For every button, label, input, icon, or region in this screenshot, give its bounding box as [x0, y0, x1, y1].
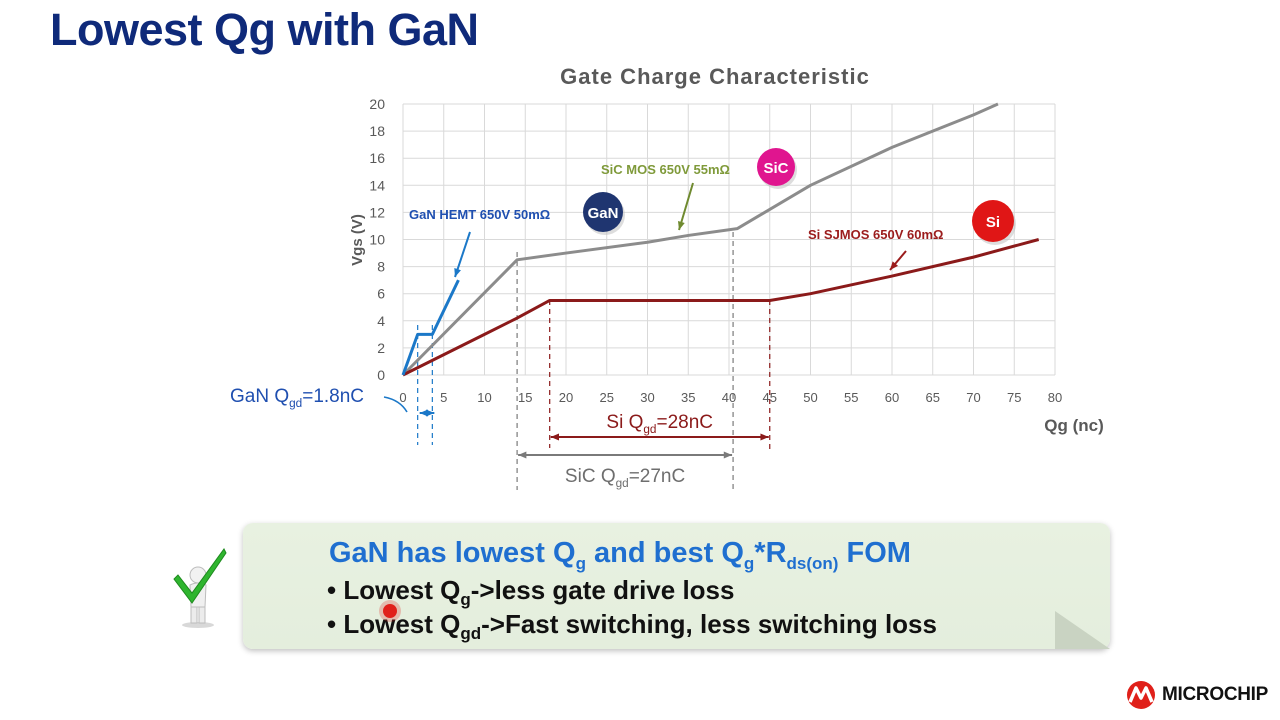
series-line-gan [401, 279, 460, 376]
sic-qgd-label: SiC Qgd=27nC [565, 466, 685, 490]
series-line-si [402, 238, 1040, 377]
badge-si-icon [972, 200, 1014, 242]
badge-text-sic: SiC [763, 160, 788, 177]
x-tick-label: 80 [1048, 390, 1062, 405]
x-tick-label: 75 [1007, 390, 1021, 405]
sic-qgd-span-arrow-head [723, 451, 733, 459]
sic-qgd-span-arrow-tail [518, 451, 527, 459]
y-tick-label: 2 [377, 340, 385, 356]
gan-label-pointer-head [454, 268, 461, 277]
x-tick-label: 60 [885, 390, 899, 405]
series-label-gan: GaN HEMT 650V 50mΩ [409, 207, 550, 222]
badge-text-si: Si [986, 214, 1000, 231]
series-label-sic: SiC MOS 650V 55mΩ [601, 162, 730, 177]
series-label-si: Si SJMOS 650V 60mΩ [808, 227, 943, 242]
x-tick-label: 20 [559, 390, 573, 405]
callout-bullet-switching: • Lowest Qgd->Fast switching, less switc… [327, 609, 937, 644]
gan-qgd-label: GaN Qgd=1.8nC [230, 386, 364, 410]
si-label-pointer-head [890, 261, 899, 270]
y-tick-label: 10 [369, 232, 385, 248]
y-tick-label: 6 [377, 286, 385, 302]
series-line-sic [401, 102, 999, 377]
x-tick-label: 35 [681, 390, 695, 405]
slide-title: Lowest Qg with GaN [50, 4, 479, 55]
x-tick-label: 0 [399, 390, 406, 405]
x-tick-label: 30 [640, 390, 654, 405]
gan-qgd-span-arrow-tail [419, 409, 428, 417]
y-tick-label: 14 [369, 177, 385, 193]
x-tick-label: 25 [600, 390, 614, 405]
x-tick-label: 5 [440, 390, 447, 405]
sic-label-pointer-head [678, 221, 685, 230]
gan-qgd-leader [383, 396, 408, 413]
si-qgd-span-arrow-tail [550, 433, 559, 441]
callout-headline: GaN has lowest Qg and best Qg*Rds(on) FO… [329, 537, 911, 573]
y-axis-label: Vgs (V) [349, 214, 366, 266]
x-tick-label: 45 [763, 390, 777, 405]
x-tick-label: 10 [477, 390, 491, 405]
checkmark-figure-icon [173, 548, 227, 628]
y-tick-label: 12 [369, 204, 385, 220]
x-tick-label: 70 [966, 390, 980, 405]
y-tick-label: 0 [377, 367, 385, 383]
y-tick-label: 8 [377, 259, 385, 275]
gan-qgd-span-arrow-head [426, 409, 435, 417]
x-axis-label: Qg (nc) [1044, 416, 1104, 435]
pointer-cursor-icon [383, 604, 397, 618]
si-qgd-span-arrow-head [760, 433, 769, 441]
summary-callout: GaN has lowest Qg and best Qg*Rds(on) FO… [243, 523, 1110, 649]
si-qgd-label: Si Qgd=28nC [606, 412, 713, 436]
x-tick-label: 65 [926, 390, 940, 405]
badge-sic-icon [757, 148, 795, 186]
chart-title: Gate Charge Characteristic [560, 64, 870, 89]
badge-text-gan: GaN [588, 205, 619, 222]
badge-gan-icon [583, 192, 623, 232]
y-tick-label: 4 [377, 313, 385, 329]
y-tick-label: 18 [369, 123, 385, 139]
callout-bullet-gate-drive: • Lowest Qg->less gate drive loss [327, 575, 735, 610]
x-tick-label: 15 [518, 390, 532, 405]
y-tick-label: 20 [369, 96, 385, 112]
x-tick-label: 40 [722, 390, 736, 405]
logo-text: MICROCHIP [1162, 684, 1269, 705]
microchip-logo-icon [1127, 681, 1155, 709]
y-tick-label: 16 [369, 150, 385, 166]
x-tick-label: 55 [844, 390, 858, 405]
page-curl [1055, 611, 1110, 649]
x-tick-label: 50 [803, 390, 817, 405]
microchip-logo: MICROCHIP [1124, 680, 1268, 710]
